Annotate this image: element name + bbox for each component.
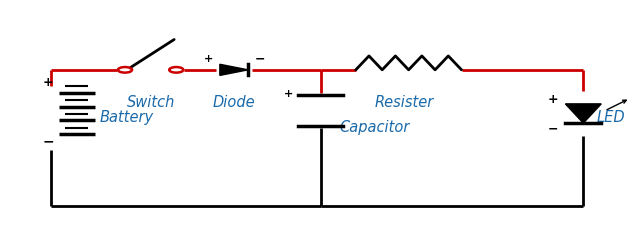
Text: Diode: Diode	[213, 94, 255, 109]
Text: −: −	[547, 122, 558, 135]
Text: Battery: Battery	[99, 110, 153, 125]
Text: −: −	[254, 53, 265, 66]
Text: LED: LED	[596, 110, 625, 125]
Text: +: +	[204, 54, 213, 64]
Text: +: +	[547, 93, 558, 106]
Polygon shape	[565, 104, 601, 124]
Text: +: +	[284, 88, 293, 98]
Text: +: +	[43, 75, 53, 88]
Polygon shape	[220, 65, 248, 76]
Text: Resister: Resister	[374, 94, 433, 109]
Text: Switch: Switch	[126, 94, 175, 109]
Text: −: −	[42, 134, 54, 148]
Text: Capacitor: Capacitor	[340, 120, 410, 135]
